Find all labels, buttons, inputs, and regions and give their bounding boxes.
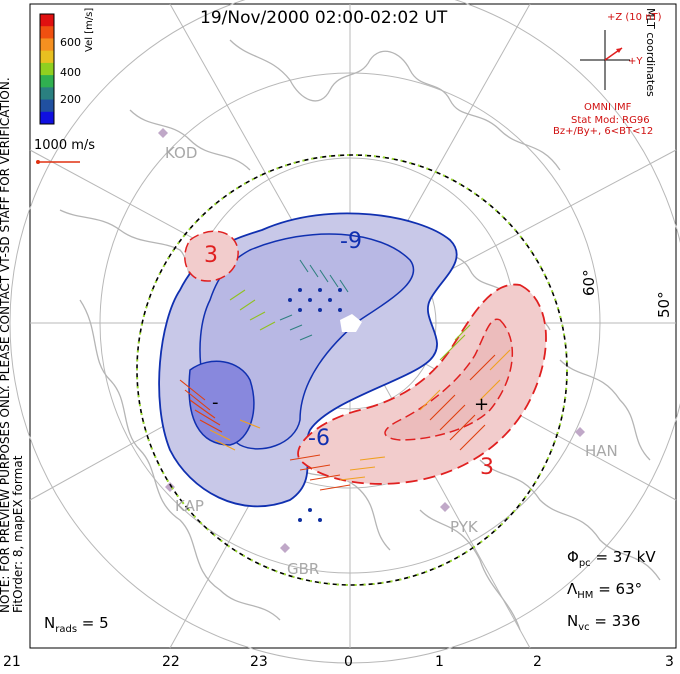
preview-note-line2: FitOrder: 8, mapEX format — [11, 455, 25, 613]
colorbar-tick-200: 200 — [60, 93, 81, 106]
phi-pc-stat: Φpc = 37 kV — [567, 548, 656, 569]
colorbar-swatch — [40, 26, 54, 39]
hm-boundary-dots — [136, 154, 568, 586]
lat-label-50: 50° — [655, 291, 673, 318]
mlt-tick-2: 2 — [533, 654, 542, 670]
colorbar-swatch — [40, 62, 54, 76]
phi-pc-value: 37 kV — [612, 548, 656, 566]
colorbar-swatch — [40, 87, 54, 101]
station-gbr: GBR — [287, 560, 320, 578]
mlt-tick-0: 0 — [344, 654, 353, 670]
station-pyk: PYK — [450, 518, 478, 536]
imf-condition: Bz+/By+, 6<BT<12 — [553, 126, 654, 137]
colorbar-label: Vel [m/s] — [84, 7, 95, 52]
n-rads-stat: Nrads = 5 — [44, 614, 109, 635]
station-kap: KAP — [175, 497, 204, 515]
positive-small-cell — [184, 230, 239, 282]
colorbar-tick-600: 600 — [60, 36, 81, 49]
map-title: 19/Nov/2000 02:00-02:02 UT — [200, 8, 448, 28]
mlt-tick-1: 1 — [435, 654, 444, 670]
contour-label-3b: 3 — [480, 455, 494, 480]
mlt-tick-21: 21 — [3, 654, 21, 670]
velocity-vectors — [179, 259, 511, 522]
max-marker: + — [474, 394, 490, 415]
station-kod: KOD — [165, 144, 198, 162]
preview-note: NOTE: FOR PREVIEW PURPOSES ONLY. PLEASE … — [0, 73, 25, 613]
plot-frame — [29, 3, 677, 649]
station-han: HAN — [585, 442, 618, 460]
colorbar-swatch — [40, 38, 54, 52]
lat-label-60: 60° — [580, 269, 598, 296]
colorbar — [39, 13, 55, 125]
imf-source: OMNI IMF — [584, 102, 632, 113]
colorbar-swatch — [40, 111, 54, 125]
contour-label-m6: -6 — [308, 426, 330, 451]
imf-z-label: +Z (10 nT) — [607, 12, 662, 23]
positive-potential-cell — [297, 283, 547, 485]
pole-gap — [340, 314, 362, 332]
n-vc-stat: Nvc = 336 — [567, 612, 641, 633]
velocity-scale-label: 1000 m/s — [34, 138, 96, 153]
mlt-tick-3: 3 — [665, 654, 674, 670]
stat-model: Stat Mod: RG96 — [571, 115, 650, 126]
n-vc-value: 336 — [611, 612, 641, 630]
min-marker: - — [212, 392, 219, 413]
negative-core — [188, 360, 255, 446]
lambda-hm-value: 63° — [615, 580, 643, 598]
imf-y-label: +Y — [628, 56, 643, 67]
mlt-tick-22: 22 — [162, 654, 180, 670]
n-rads-value: 5 — [99, 614, 109, 632]
contour-label-m9: -9 — [340, 229, 362, 254]
colorbar-border — [39, 13, 55, 125]
coastlines — [59, 39, 661, 631]
colorbar-swatch — [40, 99, 54, 113]
station-markers — [158, 128, 585, 553]
colorbar-tick-400: 400 — [60, 66, 81, 79]
colorbar-swatch — [40, 14, 54, 27]
colorbar-swatch — [40, 50, 54, 64]
mlt-tick-23: 23 — [250, 654, 268, 670]
contour-label-3a: 3 — [204, 243, 218, 268]
positive-inner-contour — [384, 318, 513, 441]
colorbar-swatch — [40, 75, 54, 88]
lambda-hm-stat: ΛHM = 63° — [567, 580, 643, 601]
